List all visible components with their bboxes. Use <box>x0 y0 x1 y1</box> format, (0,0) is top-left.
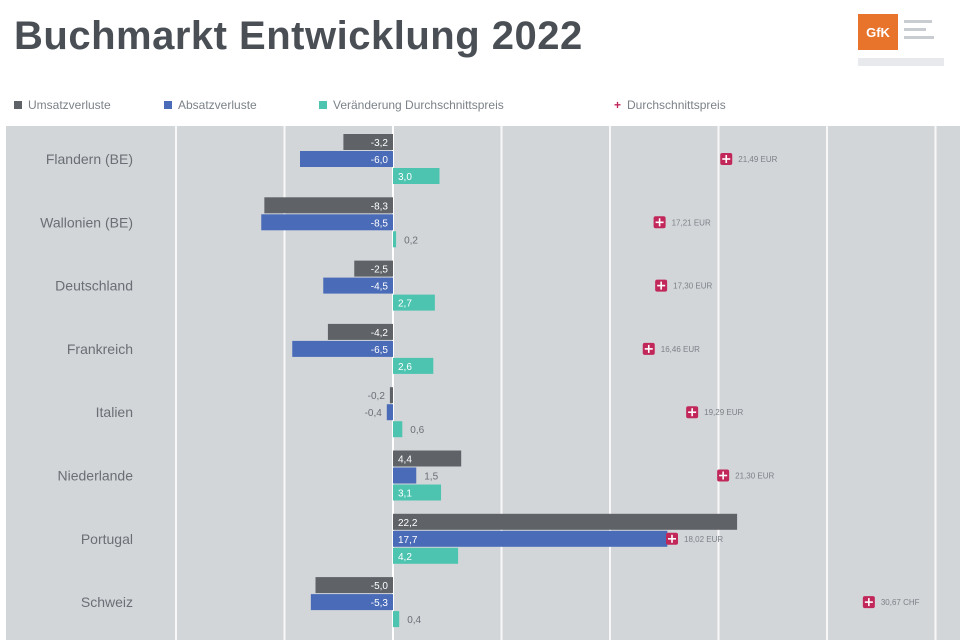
data-label: -4,2 <box>371 328 389 339</box>
data-label: -0,2 <box>368 391 386 402</box>
category-label: Niederlande <box>58 468 134 484</box>
legend-item: Absatzverluste <box>164 98 257 112</box>
data-label: 2,7 <box>398 299 412 310</box>
bar <box>393 547 459 564</box>
data-label: 4,4 <box>398 455 412 466</box>
data-label: 3,1 <box>398 489 412 500</box>
brand-logo: GfK <box>858 14 948 78</box>
bar <box>354 260 393 277</box>
data-label: -3,2 <box>371 138 389 149</box>
bar <box>393 421 403 438</box>
marker-label: 21,49 EUR <box>738 155 777 164</box>
data-label: -6,0 <box>371 155 389 166</box>
legend-label: Durchschnittspreis <box>627 98 726 112</box>
legend-swatch <box>164 101 172 109</box>
data-label: 0,2 <box>404 235 418 246</box>
data-label: -6,5 <box>371 345 389 356</box>
bar <box>261 214 393 231</box>
bar <box>310 594 393 611</box>
data-label: 0,4 <box>407 615 421 626</box>
data-label: 1,5 <box>424 472 438 483</box>
bar <box>393 294 435 311</box>
marker-label: 17,30 EUR <box>673 282 712 291</box>
bar <box>393 513 738 530</box>
marker-label: 30,67 CHF <box>881 598 920 607</box>
legend-item: Veränderung Durchschnittspreis <box>319 98 504 112</box>
chart-title: Buchmarkt Entwicklung 2022 <box>14 14 583 58</box>
legend-swatch <box>319 101 327 109</box>
legend-label: Umsatzverluste <box>28 98 111 112</box>
legend-label: Absatzverluste <box>178 98 257 112</box>
marker-label: 17,21 EUR <box>672 218 711 227</box>
bar <box>393 168 440 184</box>
data-label: 2,6 <box>398 362 412 373</box>
bar <box>389 387 393 404</box>
category-label: Portugal <box>81 531 133 547</box>
data-label: 22,2 <box>398 518 418 529</box>
bar <box>393 530 668 547</box>
marker-label: 21,30 EUR <box>735 472 774 481</box>
bar <box>393 450 462 467</box>
marker-label: 16,46 EUR <box>661 345 700 354</box>
category-label: Wallonien (BE) <box>40 214 133 230</box>
data-label: 4,2 <box>398 552 412 563</box>
legend: Umsatzverluste Absatzverluste Veränderung … <box>14 98 954 116</box>
bar <box>393 484 442 501</box>
category-label: Flandern (BE) <box>46 151 133 167</box>
data-label: -0,4 <box>365 408 383 419</box>
legend-item: + Durchschnittspreis <box>614 98 726 112</box>
bar <box>323 277 393 294</box>
bar <box>264 197 393 214</box>
marker-label: 19,29 EUR <box>704 408 743 417</box>
bar <box>327 323 393 340</box>
data-label: -8,5 <box>371 218 389 229</box>
legend-label: Veränderung Durchschnittspreis <box>333 98 504 112</box>
legend-swatch <box>14 101 22 109</box>
bar <box>386 404 393 421</box>
data-label: -2,5 <box>371 265 389 276</box>
data-label: 3,0 <box>398 172 412 183</box>
bar <box>292 340 393 357</box>
bar <box>393 467 417 484</box>
marker-label: 18,02 EUR <box>684 535 723 544</box>
category-label: Italien <box>96 404 133 420</box>
bar <box>315 577 393 594</box>
category-label: Deutschland <box>55 278 133 294</box>
logo-mark: GfK <box>858 14 898 50</box>
data-label: -5,3 <box>371 598 389 609</box>
bar <box>300 151 393 167</box>
data-label: -8,3 <box>371 201 389 212</box>
data-label: -4,5 <box>371 282 389 293</box>
bar <box>393 231 397 248</box>
plot-area <box>6 126 960 640</box>
legend-item: Umsatzverluste <box>14 98 111 112</box>
legend-swatch: + <box>614 98 622 112</box>
bar <box>393 611 400 628</box>
bar <box>343 134 393 150</box>
category-label: Frankreich <box>67 341 133 357</box>
data-label: -5,0 <box>371 581 389 592</box>
bar <box>393 357 434 374</box>
category-label: Schweiz <box>81 594 133 610</box>
data-label: 17,7 <box>398 535 418 546</box>
data-label: 0,6 <box>410 425 424 436</box>
